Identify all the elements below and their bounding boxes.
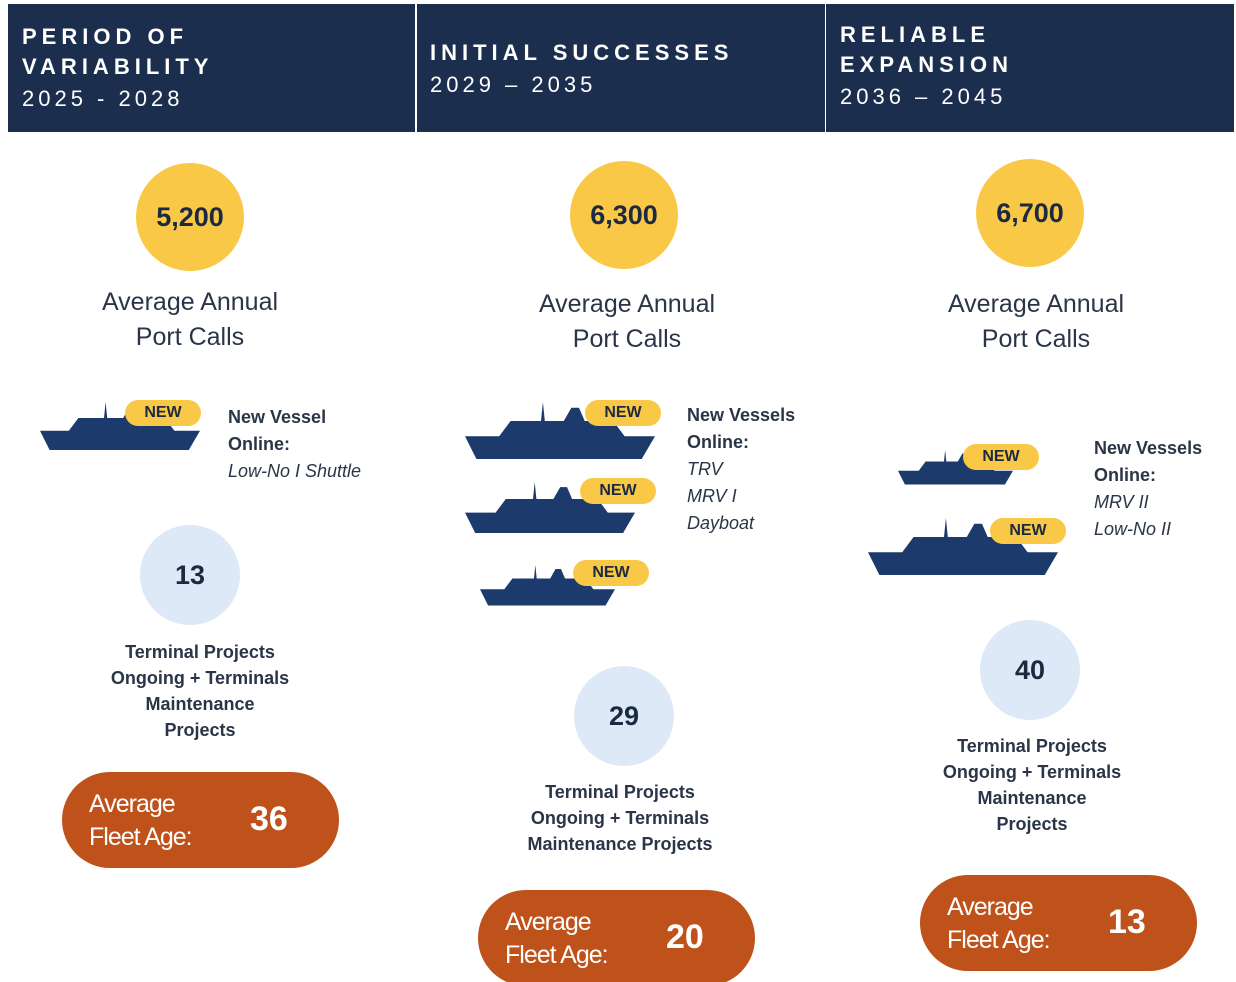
header-title: EXPANSION (840, 50, 1013, 80)
label-line: Maintenance Projects (527, 831, 712, 857)
label-line: Projects (943, 811, 1121, 837)
new-badge: NEW (580, 478, 656, 504)
vessel-name: Dayboat (687, 510, 795, 537)
vessel-heading: Online: (687, 429, 795, 456)
fleet-age-value: 13 (1108, 903, 1146, 942)
vessel-heading: New Vessels (687, 402, 795, 429)
vessel-heading: Online: (1094, 462, 1202, 489)
label-line: Port Calls (948, 322, 1124, 357)
header-years: 2025 - 2028 (22, 86, 213, 112)
projects-circle: 29 (574, 666, 674, 766)
new-badge: NEW (990, 518, 1066, 544)
port-calls-circle: 6,700 (976, 159, 1084, 267)
label-line: Average (947, 891, 1050, 924)
label-line: Ongoing + Terminals (527, 805, 712, 831)
fleet-age-value: 36 (250, 800, 288, 839)
label-line: Average Annual (102, 285, 278, 320)
fleet-age-value: 20 (666, 918, 704, 957)
header-title: VARIABILITY (22, 52, 213, 82)
new-badge: NEW (125, 400, 201, 426)
vessel-heading: New Vessels (1094, 435, 1202, 462)
label-line: Terminal Projects (527, 779, 712, 805)
header-text: INITIAL SUCCESSES 2029 – 2035 (430, 38, 733, 98)
label-line: Maintenance (111, 691, 289, 717)
header-years: 2029 – 2035 (430, 72, 733, 98)
label-line: Ongoing + Terminals (943, 759, 1121, 785)
label-line: Maintenance (943, 785, 1121, 811)
label-line: Average (505, 906, 608, 939)
vessel-heading: New Vessel (228, 404, 361, 431)
projects-circle: 13 (140, 525, 240, 625)
label-line: Terminal Projects (943, 733, 1121, 759)
header-years: 2036 – 2045 (840, 84, 1013, 110)
label-line: Terminal Projects (111, 639, 289, 665)
new-badge: NEW (963, 444, 1039, 470)
label-line: Average Annual (948, 287, 1124, 322)
label-line: Projects (111, 717, 289, 743)
label-line: Average (89, 788, 192, 821)
header-title: INITIAL SUCCESSES (430, 38, 733, 68)
vessel-name: Low-No I Shuttle (228, 458, 361, 485)
projects-circle: 40 (980, 620, 1080, 720)
port-calls-circle: 6,300 (570, 161, 678, 269)
vessel-name: MRV I (687, 483, 795, 510)
infographic: PERIOD OFVARIABILITY 2025 - 2028 5,200 Aver… (0, 0, 1236, 982)
header-title: RELIABLE (840, 20, 1013, 50)
label-line: Fleet Age: (505, 939, 608, 972)
header-title: PERIOD OF (22, 22, 213, 52)
port-calls-circle: 5,200 (136, 163, 244, 271)
new-badge: NEW (573, 560, 649, 586)
label-line: Port Calls (539, 322, 715, 357)
label-line: Fleet Age: (947, 924, 1050, 957)
label-line: Port Calls (102, 320, 278, 355)
label-line: Fleet Age: (89, 821, 192, 854)
vessel-name: TRV (687, 456, 795, 483)
label-line: Ongoing + Terminals (111, 665, 289, 691)
new-badge: NEW (585, 400, 661, 426)
vessel-heading: Online: (228, 431, 361, 458)
label-line: Average Annual (539, 287, 715, 322)
vessel-name: Low-No II (1094, 516, 1202, 543)
vessel-name: MRV II (1094, 489, 1202, 516)
